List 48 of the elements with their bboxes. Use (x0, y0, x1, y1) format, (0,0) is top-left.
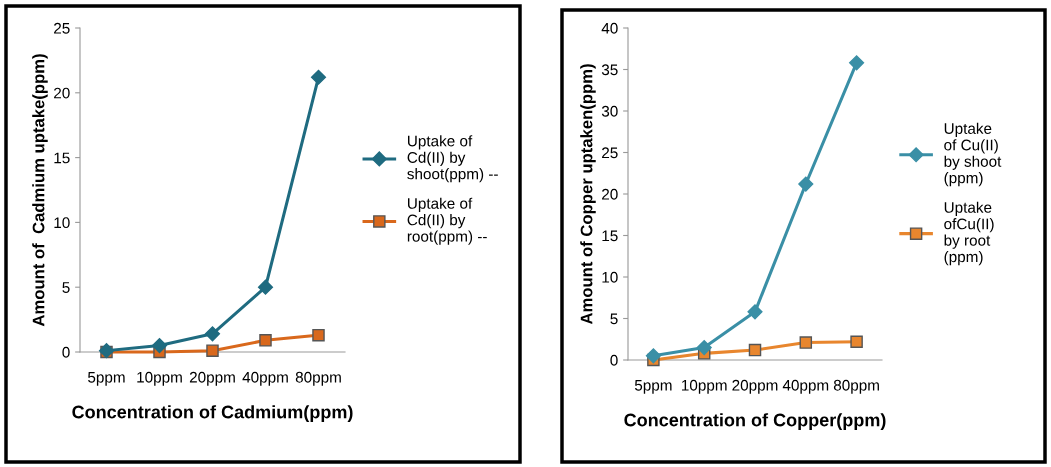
point (798, 176, 814, 192)
legend-label: Uptake of Cd(II) by shoot(ppm) -- (407, 135, 498, 183)
y-tick-label: 35 (601, 64, 618, 76)
x-tick-label: 5ppm (88, 372, 125, 386)
x-tick-label: 10ppm (137, 371, 182, 386)
point (204, 326, 221, 342)
x-axis-title: Concentration of Copper(ppm) (624, 413, 886, 430)
y-tick-label: 20 (602, 188, 618, 200)
x-tick-label: 5ppm (634, 380, 672, 394)
y-tick-label: 5 (610, 313, 618, 325)
y-axis-title: Amount of Cadmium uptake(ppm) (32, 54, 48, 327)
x-tick-label: 80ppm (295, 371, 341, 386)
y-tick-label: 20 (54, 87, 70, 99)
point (748, 343, 762, 357)
point (747, 304, 763, 320)
x-tick-label: 20ppm (189, 371, 235, 386)
point (696, 339, 712, 356)
y-tick-label: 0 (62, 346, 70, 358)
y-tick-label: 30 (601, 105, 618, 117)
point (259, 334, 272, 347)
x-tick-label: 40ppm (782, 379, 829, 394)
x-tick-label: 20ppm (732, 379, 778, 394)
point (849, 55, 865, 71)
y-tick-label: 10 (602, 271, 618, 283)
point (257, 279, 274, 295)
point (151, 337, 168, 354)
x-tick-label: 40ppm (242, 371, 288, 386)
point (850, 335, 863, 348)
legend-label: Uptake of Cu(II) by shoot (ppm) (944, 122, 1002, 187)
y-tick-label: 15 (54, 152, 70, 164)
legend-label: Uptake of Cd(II) by root(ppm) -- (407, 197, 487, 245)
x-axis-title: Concentration of Cadmium(ppm) (72, 405, 353, 422)
point (206, 344, 219, 357)
point (799, 336, 813, 349)
y-tick-label: 5 (62, 282, 70, 293)
y-axis-title: Amount of Copper uptaken(ppm) (580, 64, 596, 325)
legend-label: Uptake ofCu(II) by root (ppm) (944, 201, 994, 266)
y-tick-label: 25 (54, 22, 70, 34)
x-tick-label: 80ppm (833, 379, 879, 394)
y-tick-label: 25 (602, 147, 618, 159)
point (312, 328, 325, 342)
y-tick-label: 40 (601, 22, 618, 34)
x-tick-label: 10ppm (682, 379, 727, 394)
point (310, 69, 327, 85)
point (645, 348, 661, 364)
y-tick-label: 15 (602, 230, 618, 242)
y-tick-label: 0 (610, 354, 618, 366)
y-tick-label: 10 (54, 217, 70, 229)
